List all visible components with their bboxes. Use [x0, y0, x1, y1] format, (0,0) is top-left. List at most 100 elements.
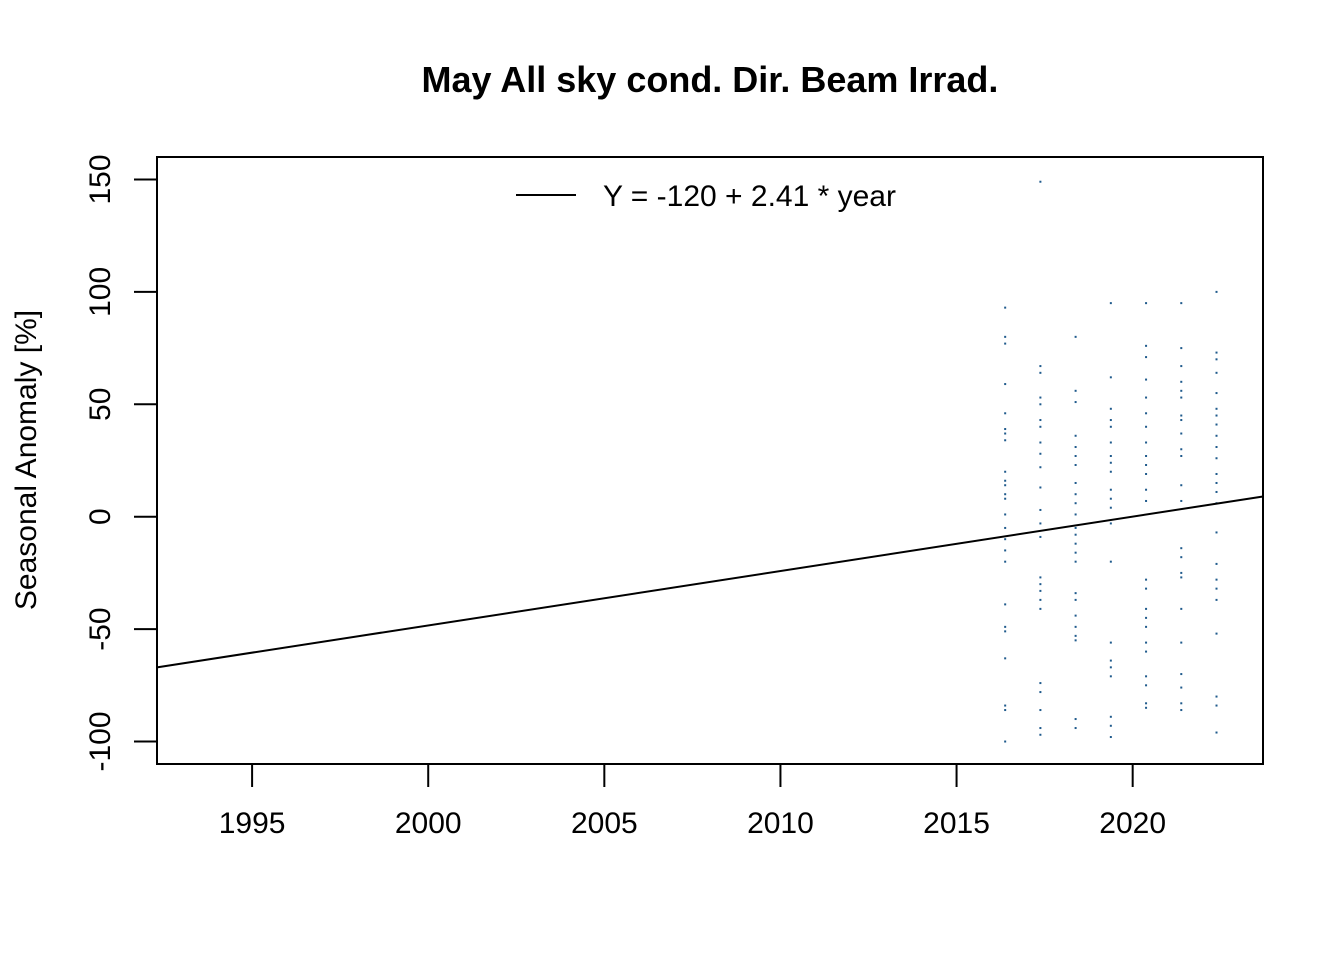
- data-point: [1180, 571, 1183, 574]
- data-point: [1039, 522, 1042, 525]
- data-point: [1109, 488, 1112, 491]
- data-point: [1004, 383, 1007, 386]
- data-point: [1180, 396, 1183, 399]
- data-point: [1074, 533, 1077, 536]
- data-point: [1004, 306, 1007, 309]
- data-point: [1004, 493, 1007, 496]
- data-point: [1109, 715, 1112, 718]
- x-tick-label: 2005: [571, 807, 638, 840]
- data-point: [1074, 634, 1077, 637]
- data-point: [1145, 616, 1148, 619]
- data-point: [1215, 472, 1218, 475]
- data-point: [1180, 547, 1183, 550]
- data-point: [1109, 560, 1112, 563]
- data-point: [1039, 466, 1042, 469]
- data-point: [1109, 506, 1112, 509]
- data-point: [1004, 704, 1007, 707]
- data-point: [1004, 432, 1007, 435]
- chart-title: May All sky cond. Dir. Beam Irrad.: [422, 59, 999, 100]
- data-point: [1074, 625, 1077, 628]
- data-point: [1039, 371, 1042, 374]
- data-point: [1039, 403, 1042, 406]
- y-tick-label: -100: [84, 711, 117, 771]
- data-point: [1109, 455, 1112, 457]
- y-tick-label: 0: [84, 508, 117, 525]
- data-point: [1074, 551, 1077, 554]
- data-point: [1109, 470, 1112, 473]
- data-point: [1039, 691, 1042, 694]
- data-point: [1180, 576, 1183, 579]
- data-point: [1145, 578, 1148, 581]
- data-point: [1145, 706, 1148, 709]
- data-point: [1215, 731, 1218, 734]
- data-point: [1004, 538, 1007, 541]
- data-point: [1215, 414, 1218, 417]
- data-point: [1180, 702, 1183, 705]
- data-point: [1109, 425, 1112, 428]
- y-tick-label: 50: [84, 388, 117, 421]
- data-point: [1145, 425, 1148, 428]
- data-point: [1004, 439, 1007, 442]
- x-tick-label: 2020: [1099, 807, 1166, 840]
- data-point: [1074, 639, 1077, 642]
- data-point: [1145, 455, 1148, 457]
- data-point: [1215, 371, 1218, 374]
- data-point: [1004, 603, 1007, 606]
- data-point: [1004, 479, 1007, 482]
- data-point: [1109, 461, 1112, 464]
- data-point: [1074, 401, 1077, 404]
- y-tick-label: 150: [84, 154, 117, 204]
- data-point: [1180, 556, 1183, 559]
- data-point: [1004, 740, 1007, 743]
- data-point: [1215, 392, 1218, 395]
- data-point: [1180, 432, 1183, 435]
- data-point: [1215, 434, 1218, 437]
- data-point: [1004, 428, 1007, 431]
- data-point: [1180, 389, 1183, 392]
- data-point: [1215, 423, 1218, 426]
- data-point: [1145, 650, 1148, 653]
- data-point: [1180, 686, 1183, 689]
- data-point: [1109, 736, 1112, 739]
- data-point: [1074, 592, 1077, 595]
- line-layer: [156, 495, 1264, 669]
- data-point: [1180, 419, 1183, 422]
- data-point: [1039, 419, 1042, 422]
- data-point: [1145, 472, 1148, 475]
- data-point: [1004, 470, 1007, 473]
- data-point: [1074, 542, 1077, 545]
- data-point: [1180, 380, 1183, 383]
- data-point: [1180, 641, 1183, 644]
- data-point: [1074, 481, 1077, 484]
- data-point: [1074, 335, 1077, 338]
- data-point: [1039, 365, 1042, 368]
- data-point: [1039, 589, 1042, 592]
- data-point: [1180, 414, 1183, 417]
- data-point: [1180, 499, 1183, 502]
- data-point: [1215, 695, 1218, 698]
- data-point: [1039, 535, 1042, 538]
- data-point: [1039, 452, 1042, 455]
- data-point: [1039, 396, 1042, 399]
- data-point: [1109, 659, 1112, 662]
- data-point: [1074, 727, 1077, 730]
- data-point: [1039, 598, 1042, 601]
- data-point: [1004, 526, 1007, 529]
- data-point: [1039, 607, 1042, 610]
- data-point: [1039, 583, 1042, 586]
- data-point: [1180, 709, 1183, 712]
- data-point: [1074, 718, 1077, 721]
- data-point: [1004, 342, 1007, 345]
- data-point: [1145, 344, 1148, 347]
- points-layer: [1004, 180, 1218, 743]
- data-point: [1215, 632, 1218, 635]
- data-point: [1109, 441, 1112, 444]
- data-point: [1145, 641, 1148, 644]
- data-point: [1145, 702, 1148, 705]
- data-point: [1039, 576, 1042, 579]
- data-point: [1145, 499, 1148, 502]
- x-axis: 1995 2000 2005 2010 2015 2020: [219, 764, 1166, 840]
- data-point: [1145, 302, 1148, 305]
- data-point: [1215, 446, 1218, 449]
